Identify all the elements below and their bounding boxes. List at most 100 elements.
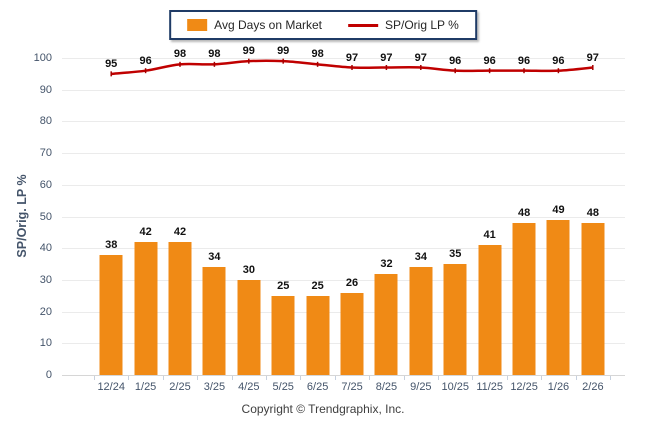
y-tick-label: 100 <box>33 52 52 64</box>
x-axis-line <box>62 375 625 376</box>
bar <box>271 295 295 375</box>
gridline <box>62 121 625 123</box>
bar-column: 42 <box>128 58 162 375</box>
line-point-marker <box>110 71 112 77</box>
legend-label-line: SP/Orig LP % <box>385 18 459 32</box>
line-point-label: 97 <box>345 51 359 64</box>
bar-value-label: 32 <box>380 257 393 270</box>
line-point-label: 96 <box>552 54 565 67</box>
line-point-marker <box>351 65 353 71</box>
x-tick-label: 2/25 <box>169 381 191 393</box>
x-tick-label: 9/25 <box>410 381 432 393</box>
bar-column: 42 <box>163 58 197 375</box>
y-tick-label: 80 <box>39 115 52 128</box>
line-point-label: 99 <box>242 45 255 58</box>
line-point-marker <box>592 65 594 71</box>
bar-column: 38 <box>94 58 128 375</box>
y-tick-label: 70 <box>39 147 52 160</box>
line-point-label: 97 <box>380 51 393 64</box>
bar-column: 34 <box>404 58 438 375</box>
line-point-marker <box>523 68 525 74</box>
x-minor-tick <box>403 376 405 380</box>
line-point-label: 98 <box>173 48 187 61</box>
bar <box>168 241 192 375</box>
x-minor-tick <box>334 376 336 380</box>
bar-value-label: 34 <box>208 251 221 264</box>
line-point-label: 98 <box>208 48 221 61</box>
bar-value-label: 25 <box>277 279 290 292</box>
line-point-marker <box>557 68 560 74</box>
bar-value-label: 26 <box>345 276 359 289</box>
line-swatch-icon <box>348 23 379 27</box>
gridline <box>62 153 625 155</box>
y-axis-tick-labels: 0 10 20 30 40 50 60 70 80 90 100 <box>0 52 52 381</box>
bar-column: 48 <box>507 58 541 375</box>
x-tick-label: 5/25 <box>272 381 294 393</box>
bar <box>443 264 467 375</box>
bar-column: 25 <box>266 58 300 375</box>
bar-value-label: 25 <box>311 279 324 292</box>
x-tick-label: 2/26 <box>582 381 604 393</box>
x-minor-tick <box>266 376 267 380</box>
legend: Avg Days on Market SP/Orig LP % <box>169 10 477 40</box>
x-tick-label: 1/26 <box>547 381 570 393</box>
x-tick-label: 8/25 <box>375 381 398 393</box>
bar-value-label: 48 <box>586 206 600 219</box>
x-tick-label: 3/25 <box>203 381 226 393</box>
legend-label-bar: Avg Days on Market <box>214 18 323 32</box>
y-tick-label: 10 <box>39 337 52 350</box>
gridline <box>62 58 625 59</box>
bar <box>374 273 398 375</box>
x-minor-tick <box>369 376 371 380</box>
line-point-label: 97 <box>586 51 599 64</box>
line-point-marker <box>454 68 456 74</box>
x-minor-tick <box>610 376 611 380</box>
line-point-label: 99 <box>277 45 290 58</box>
bar-column: 49 <box>541 58 575 375</box>
x-axis-labels: 12/24 1/25 2/25 3/25 4/25 5/25 6/25 7/25 8/25 9/2… <box>62 381 625 393</box>
x-tick-label: 6/25 <box>306 381 329 393</box>
gridline <box>62 89 625 91</box>
x-minor-tick <box>506 376 508 380</box>
x-minor-tick <box>162 376 164 380</box>
x-tick-label: 10/25 <box>441 381 470 393</box>
gridline <box>62 279 625 281</box>
line-point-marker <box>316 61 319 67</box>
plot-area: 38 42 42 34 30 25 25 26 32 34 35 41 48 49 48 95 96 98 98 9… <box>62 45 625 376</box>
bar-column: 34 <box>197 58 231 375</box>
x-minor-tick <box>94 376 95 380</box>
gridline <box>62 216 625 218</box>
y-tick-label: 20 <box>39 305 52 318</box>
y-tick-label: 60 <box>39 178 52 191</box>
bar <box>237 279 261 375</box>
bar-value-label: 34 <box>414 251 427 264</box>
y-tick-label: 90 <box>39 83 52 96</box>
line-point-label: 97 <box>414 51 427 64</box>
line-point-marker <box>420 65 422 71</box>
x-tick-label: 12/25 <box>510 381 538 393</box>
line-point-marker <box>213 61 216 67</box>
bar-value-label: 48 <box>517 206 531 219</box>
bar-column: 48 <box>576 58 610 375</box>
bar <box>581 222 605 375</box>
legend-item-line: SP/Orig LP % <box>348 18 459 32</box>
bar <box>306 295 330 375</box>
bar <box>202 267 226 375</box>
bar-value-label: 38 <box>105 238 118 251</box>
x-minor-tick <box>575 376 577 380</box>
x-tick-label: 11/25 <box>476 381 504 393</box>
gridline <box>62 184 625 186</box>
x-axis-minor-ticks <box>62 376 625 381</box>
bar-column: 30 <box>232 58 266 375</box>
bar-value-label: 41 <box>483 229 496 242</box>
y-tick-label: 30 <box>39 273 52 286</box>
bar-value-label: 30 <box>242 263 255 276</box>
line-point-label: 96 <box>517 54 531 67</box>
y-tick-label: 50 <box>39 210 52 223</box>
bar-column: 35 <box>438 58 472 375</box>
x-tick-label: 1/25 <box>134 381 157 393</box>
line-point-marker <box>179 61 181 67</box>
bar-swatch-icon <box>187 19 208 31</box>
bar-value-label: 49 <box>552 203 565 216</box>
line-point-marker <box>282 58 284 64</box>
